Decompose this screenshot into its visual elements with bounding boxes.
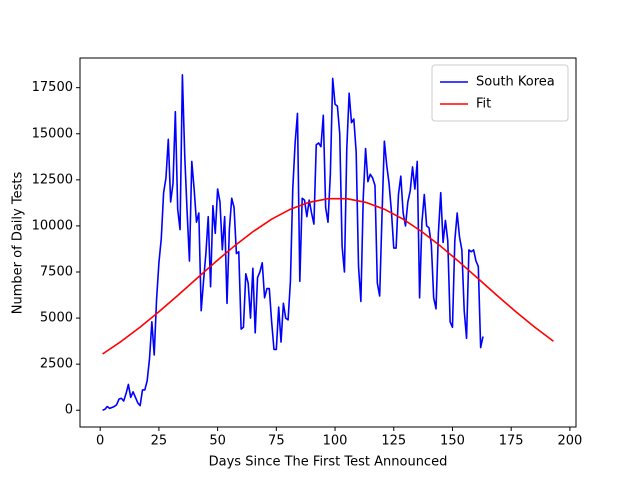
y-tick-label: 0 xyxy=(65,403,73,418)
y-tick-label: 5000 xyxy=(40,311,73,326)
y-tick-label: 15000 xyxy=(32,126,73,141)
x-tick-label: 0 xyxy=(96,434,104,449)
x-tick-label: 50 xyxy=(209,434,226,449)
x-tick-label: 100 xyxy=(323,434,348,449)
y-tick-label: 12500 xyxy=(32,172,73,187)
legend-box xyxy=(431,64,569,122)
x-tick-label: 125 xyxy=(381,434,406,449)
x-tick-label: 75 xyxy=(268,434,285,449)
x-tick-label: 200 xyxy=(557,434,582,449)
plot-frame xyxy=(79,57,577,428)
y-tick-label: 7500 xyxy=(40,264,73,279)
x-tick-label: 150 xyxy=(440,434,465,449)
y-tick-label: 2500 xyxy=(40,357,73,372)
x-tick-label: 175 xyxy=(499,434,524,449)
x-axis-label: Days Since The First Test Announced xyxy=(209,455,448,470)
line-series xyxy=(102,197,554,355)
legend-label: South Korea xyxy=(476,75,555,90)
legend-label: Fit xyxy=(476,97,491,112)
y-tick-label: 17500 xyxy=(32,80,73,95)
y-axis-label: Number of Daily Tests xyxy=(11,172,26,315)
x-tick-label: 25 xyxy=(151,434,168,449)
y-tick-label: 10000 xyxy=(32,218,73,233)
line-series xyxy=(102,73,484,411)
